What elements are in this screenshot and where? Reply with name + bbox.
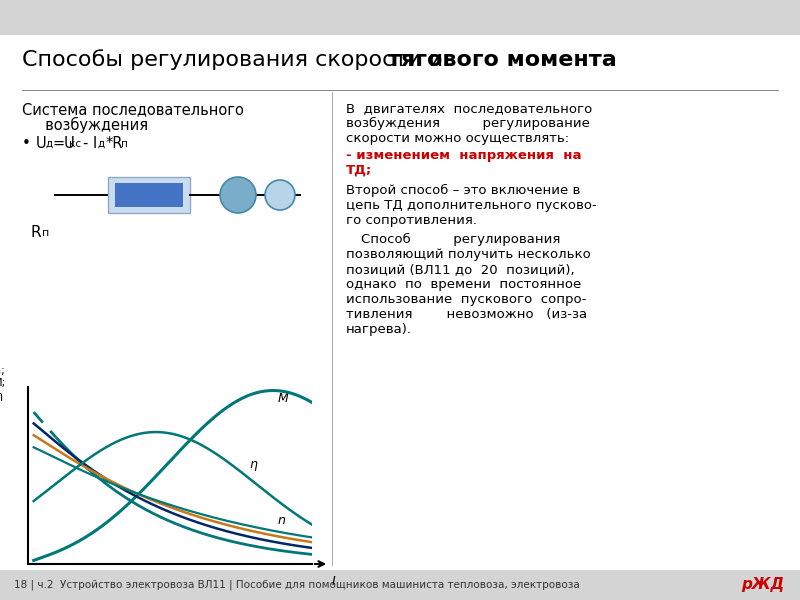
Text: Способ          регулирования: Способ регулирования xyxy=(361,233,560,246)
Circle shape xyxy=(220,177,256,213)
Text: рЖД: рЖД xyxy=(741,577,784,593)
Text: позволяющий получить несколько: позволяющий получить несколько xyxy=(346,248,590,261)
Text: •: • xyxy=(22,136,31,151)
Text: тивления        невозможно   (из-за: тивления невозможно (из-за xyxy=(346,308,587,321)
Bar xyxy=(108,177,190,213)
Text: использование  пускового  сопро-: использование пускового сопро- xyxy=(346,293,586,306)
Bar xyxy=(0,35,800,570)
Text: R: R xyxy=(30,225,41,240)
Bar xyxy=(0,0,800,35)
Text: го сопротивления.: го сопротивления. xyxy=(346,214,477,227)
Text: однако  по  времени  постоянное: однако по времени постоянное xyxy=(346,278,582,291)
Text: η: η xyxy=(250,458,258,471)
Text: скорости можно осуществлять:: скорости можно осуществлять: xyxy=(346,132,569,145)
Text: ТД;: ТД; xyxy=(346,164,372,177)
Text: - I: - I xyxy=(83,136,98,151)
Text: возбуждения: возбуждения xyxy=(22,117,148,133)
Text: Второй способ – это включение в: Второй способ – это включение в xyxy=(346,184,580,197)
Text: *R: *R xyxy=(106,136,123,151)
Text: U: U xyxy=(36,136,46,151)
Text: 18 | ч.2  Устройство электровоза ВЛ11 | Пособие для помощников машиниста теплово: 18 | ч.2 Устройство электровоза ВЛ11 | П… xyxy=(14,580,580,590)
Text: - изменением  напряжения  на: - изменением напряжения на xyxy=(346,149,582,162)
Text: Способы регулирования скорости и: Способы регулирования скорости и xyxy=(22,49,450,70)
Text: п: п xyxy=(121,139,128,149)
Text: I: I xyxy=(332,575,336,587)
Text: д: д xyxy=(45,139,52,149)
Text: Система последовательного: Система последовательного xyxy=(22,102,244,117)
Text: тягового момента: тягового момента xyxy=(388,50,617,70)
Bar xyxy=(0,570,800,600)
Text: кс: кс xyxy=(69,139,81,149)
Text: =U: =U xyxy=(53,136,76,151)
Bar xyxy=(115,183,183,207)
Text: п: п xyxy=(42,228,50,238)
Text: возбуждения          регулирование: возбуждения регулирование xyxy=(346,117,590,130)
Text: M: M xyxy=(278,392,289,406)
Text: В  двигателях  последовательного: В двигателях последовательного xyxy=(346,102,592,115)
Text: цепь ТД дополнительного пусково-: цепь ТД дополнительного пусково- xyxy=(346,199,597,212)
Text: n: n xyxy=(278,514,286,527)
Text: позиций (ВЛ11 до  20  позиций),: позиций (ВЛ11 до 20 позиций), xyxy=(346,263,574,276)
Text: нагрева).: нагрева). xyxy=(346,323,412,336)
Circle shape xyxy=(265,180,295,210)
Text: n;
M;
η: n; M; η xyxy=(0,366,6,401)
Text: д: д xyxy=(98,139,105,149)
